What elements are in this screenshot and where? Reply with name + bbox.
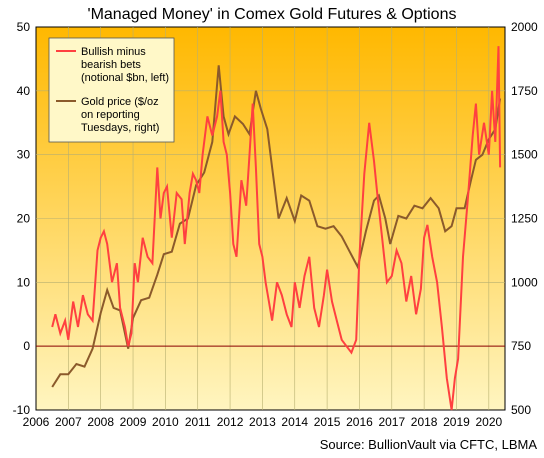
legend-label-bets-line-1: Bullish minus — [81, 46, 146, 58]
y-right-tick-label: 1500 — [511, 148, 538, 162]
x-tick-label: 2019 — [443, 415, 470, 429]
series-line-bullish-minus-bearish — [51, 46, 502, 411]
legend-label-bets-line-2: bearish bets — [81, 59, 141, 71]
x-tick-label: 2007 — [55, 415, 82, 429]
y-right-tick-label: 1250 — [511, 212, 538, 226]
x-tick-label: 2015 — [314, 415, 341, 429]
y-left-tick-label: -10 — [13, 403, 31, 417]
x-tick-label: 2020 — [475, 415, 502, 429]
x-tick-label: 2012 — [217, 415, 244, 429]
y-right-tick-label: 1000 — [511, 275, 538, 289]
legend-label-bets: Bullish minus bearish bets (notional $bn… — [81, 46, 169, 84]
chart-title: 'Managed Money' in Comex Gold Futures & … — [88, 6, 457, 23]
source-note: Source: BullionVault via CFTC, LBMA — [320, 437, 538, 452]
y-left-tick-label: 10 — [17, 275, 31, 289]
y-right-tick-label: 750 — [511, 339, 531, 353]
x-tick-label: 2008 — [87, 415, 114, 429]
x-tick-label: 2013 — [249, 415, 276, 429]
y-right-tick-label: 1750 — [511, 84, 538, 98]
y-right-tick-label: 2000 — [511, 20, 538, 34]
x-tick-label: 2014 — [281, 415, 308, 429]
x-tick-label: 2006 — [23, 415, 50, 429]
y-left-tick-label: 40 — [17, 84, 31, 98]
legend-label-gold-line-2: on reporting — [81, 109, 140, 121]
y-left-tick-label: 0 — [23, 339, 30, 353]
legend-label-bets-line-3: (notional $bn, left) — [81, 72, 169, 84]
legend-box — [48, 37, 175, 143]
legend-label-gold: Gold price ($/oz on reporting Tuesdays, … — [81, 96, 162, 134]
legend-label-gold-line-1: Gold price ($/oz — [81, 96, 159, 108]
y-left-tick-label: 20 — [17, 212, 31, 226]
y-axis-left: -10 0 10 20 30 40 50 — [13, 20, 31, 417]
x-tick-label: 2016 — [346, 415, 373, 429]
x-tick-label: 2017 — [378, 415, 405, 429]
x-tick-label: 2018 — [411, 415, 438, 429]
x-tick-label: 2009 — [120, 415, 147, 429]
y-left-tick-label: 30 — [17, 148, 31, 162]
y-left-tick-label: 50 — [17, 20, 31, 34]
legend: Bullish minus bearish bets (notional $bn… — [48, 37, 175, 143]
x-axis: 2006 2007 2008 2009 2010 2011 2012 2013 2014 2015… — [23, 415, 503, 429]
x-tick-label: 2010 — [152, 415, 179, 429]
legend-label-gold-line-3: Tuesdays, right) — [81, 122, 159, 134]
y-right-tick-label: 500 — [511, 403, 531, 417]
x-tick-label: 2011 — [185, 415, 211, 429]
y-axis-right: 500 750 1000 1250 1500 1750 2000 — [511, 20, 538, 417]
